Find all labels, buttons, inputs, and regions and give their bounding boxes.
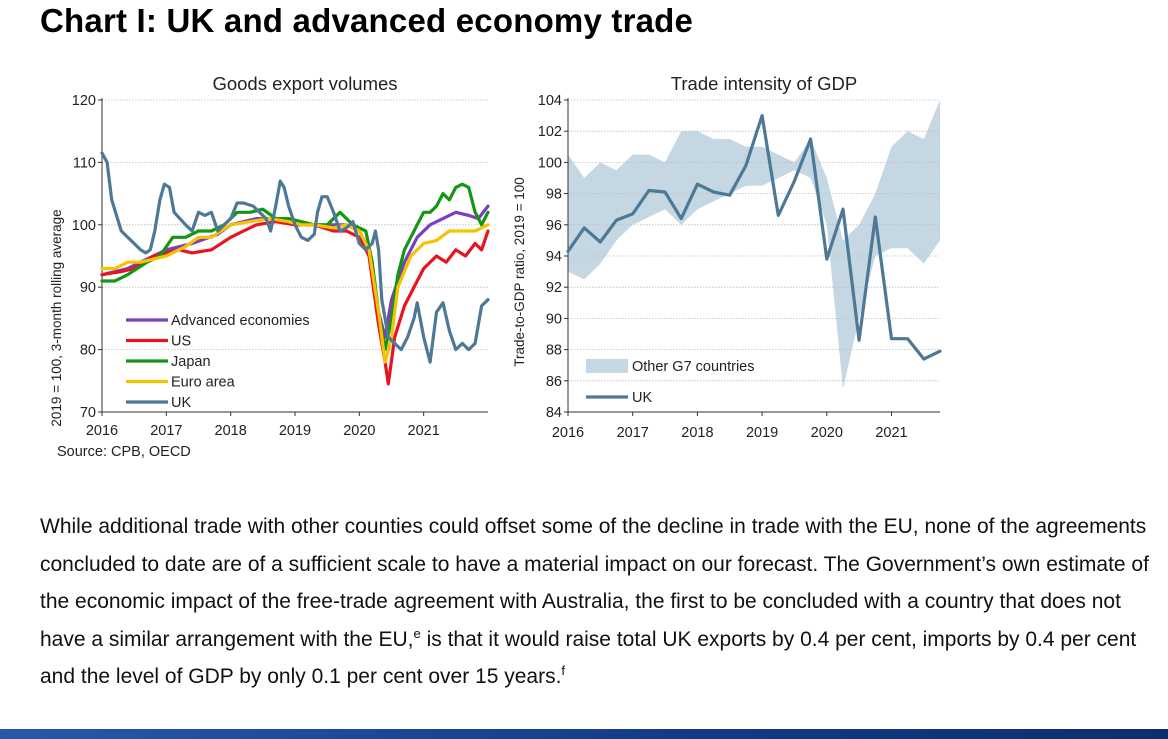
page-footer-bar xyxy=(0,729,1168,739)
tick-label-x-2016: 2016 xyxy=(552,425,584,441)
tick-label-x-2020: 2020 xyxy=(343,423,375,439)
right-chart-legend: Other G7 countries UK xyxy=(586,359,755,406)
tick-label-x-2019: 2019 xyxy=(279,423,311,439)
tick-label-y-90: 90 xyxy=(80,280,96,296)
tick-label-y-90: 90 xyxy=(546,311,562,327)
left-chart-ticks: 70 80 90 100 110 120 2016 2017 2018 2019 2020 2021 xyxy=(72,93,488,439)
tick-label-y-70: 70 xyxy=(80,405,96,421)
trade-intensity-chart: Trade intensity of GDP Trade-to-GDP rati… xyxy=(512,73,942,441)
charts-area: Goods export volumes 2019 = 100, 3-month… xyxy=(49,73,942,460)
tick-label-x-2020: 2020 xyxy=(811,425,843,441)
paragraph-part-2: is that it would raise total UK exports … xyxy=(40,627,1137,689)
tick-label-y-80: 80 xyxy=(80,343,96,359)
tick-label-y-98: 98 xyxy=(546,187,562,203)
tick-label-y-86: 86 xyxy=(546,374,562,390)
legend-label-euro-area: Euro area xyxy=(171,375,236,391)
right-chart-band xyxy=(568,100,940,389)
series-line-uk xyxy=(566,114,942,361)
tick-label-x-2017: 2017 xyxy=(150,423,182,439)
footnote-f: f xyxy=(561,663,566,679)
right-chart-ticks: 84 86 88 90 92 94 96 98 100 102 104 2016 2017 2018 201… xyxy=(538,93,940,441)
tick-label-x-2016: 2016 xyxy=(86,423,118,439)
tick-label-x-2021: 2021 xyxy=(875,425,907,441)
legend-label-advanced-economies: Advanced economies xyxy=(171,313,310,329)
series-line-uk xyxy=(100,151,490,364)
tick-label-x-2021: 2021 xyxy=(408,423,440,439)
chart-source-note: Source: CPB, OECD xyxy=(57,444,191,460)
left-chart-legend: Advanced economies US Japan Euro area UK xyxy=(126,313,310,411)
tick-label-y-94: 94 xyxy=(546,249,562,265)
tick-label-x-2019: 2019 xyxy=(746,425,778,441)
tick-label-x-2018: 2018 xyxy=(681,425,713,441)
goods-export-chart: Goods export volumes 2019 = 100, 3-month… xyxy=(49,73,490,460)
tick-label-y-100: 100 xyxy=(538,155,562,171)
series-line-japan xyxy=(100,182,490,352)
right-chart-title: Trade intensity of GDP xyxy=(671,73,857,94)
tick-label-y-104: 104 xyxy=(538,93,562,109)
right-chart-grid xyxy=(568,99,940,382)
legend-label-other-g7-countries: Other G7 countries xyxy=(632,359,755,375)
tick-label-y-110: 110 xyxy=(73,155,96,171)
body-paragraph: While additional trade with other counti… xyxy=(40,508,1150,696)
legend-label-us: US xyxy=(171,334,191,350)
series-line-euro-area xyxy=(100,217,490,364)
left-chart-series xyxy=(100,151,490,386)
tick-label-y-88: 88 xyxy=(546,343,562,359)
legend-swatch-other-g7-countries xyxy=(586,359,628,373)
footnote-e: e xyxy=(413,625,421,641)
tick-label-x-2017: 2017 xyxy=(617,425,649,441)
left-chart-title: Goods export volumes xyxy=(212,73,397,94)
legend-label-uk: UK xyxy=(171,395,191,411)
page-title: Chart I: UK and advanced economy trade xyxy=(40,2,694,39)
g7-range-band xyxy=(568,100,940,389)
legend-label-uk: UK xyxy=(632,390,652,406)
tick-label-y-102: 102 xyxy=(538,124,562,140)
right-chart-series xyxy=(566,114,942,361)
right-chart-y-axis-label: Trade-to-GDP ratio, 2019 = 100 xyxy=(512,177,527,366)
paragraph-part-1: While additional trade with other counti… xyxy=(40,515,1149,651)
tick-label-y-96: 96 xyxy=(546,218,562,234)
tick-label-y-92: 92 xyxy=(546,280,562,296)
legend-label-japan: Japan xyxy=(171,354,211,370)
tick-label-x-2018: 2018 xyxy=(215,423,247,439)
tick-label-y-120: 120 xyxy=(72,93,96,109)
tick-label-y-100: 100 xyxy=(72,218,96,234)
left-chart-y-axis-label: 2019 = 100, 3-month rolling average xyxy=(49,209,64,426)
tick-label-y-84: 84 xyxy=(546,405,562,421)
